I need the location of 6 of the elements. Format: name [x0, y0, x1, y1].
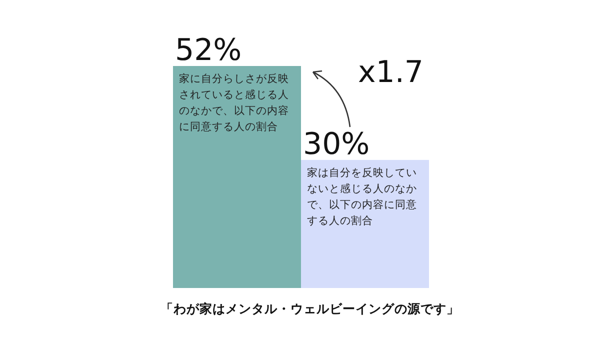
data-label: 30% — [303, 126, 370, 162]
data-label: 52% — [175, 33, 242, 68]
annotation: x1.7 — [358, 55, 424, 90]
x-tick-label: 家に自分らしさが反映されていると感じる人のなかで、以下の内容に同意する人の割合 — [179, 72, 289, 133]
text: 「わが家はメンタル・ウェルビーイングの源です」 — [160, 301, 460, 316]
x-tick-label: 家は自分を反映していないと感じる人のなかで、以下の内容に同意する人の割合 — [307, 166, 417, 227]
